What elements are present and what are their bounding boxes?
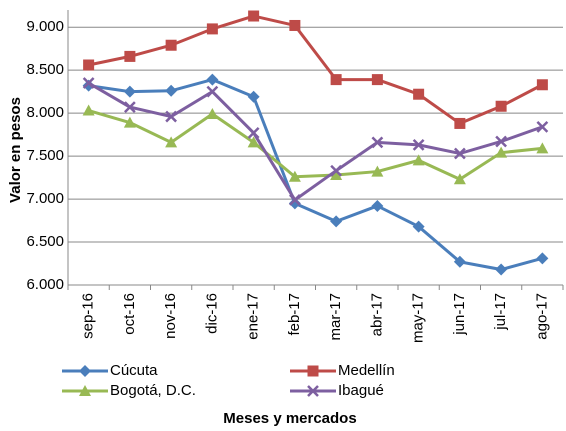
marker bbox=[453, 173, 466, 185]
marker bbox=[247, 136, 260, 148]
x-tick-label: sep-16 bbox=[80, 293, 97, 339]
marker bbox=[165, 136, 178, 148]
marker bbox=[289, 19, 301, 31]
y-tick-label: 8.500 bbox=[26, 61, 64, 78]
marker bbox=[330, 169, 343, 180]
y-tick-label: 6.000 bbox=[26, 276, 64, 293]
marker bbox=[536, 252, 549, 265]
marker bbox=[412, 154, 425, 166]
series-line bbox=[88, 78, 543, 272]
marker bbox=[536, 142, 549, 154]
marker bbox=[248, 10, 260, 22]
series-line bbox=[88, 109, 543, 182]
marker bbox=[371, 74, 383, 86]
x-tick-label: ago-17 bbox=[533, 293, 550, 340]
marker bbox=[307, 365, 319, 377]
marker bbox=[330, 164, 343, 177]
marker bbox=[247, 90, 260, 103]
marker bbox=[495, 135, 508, 148]
marker bbox=[371, 165, 384, 177]
marker bbox=[453, 255, 466, 268]
marker bbox=[412, 139, 425, 151]
marker bbox=[288, 170, 301, 182]
marker bbox=[536, 120, 549, 133]
x-axis-title: Meses y mercados bbox=[223, 410, 356, 427]
x-tick-label: mar-17 bbox=[327, 293, 344, 341]
legend-label: Medellín bbox=[338, 362, 395, 379]
marker bbox=[206, 85, 219, 98]
marker bbox=[165, 110, 178, 123]
x-tick-label: feb-17 bbox=[286, 293, 303, 336]
marker bbox=[495, 146, 508, 158]
marker bbox=[206, 23, 218, 35]
marker bbox=[206, 73, 219, 86]
legend-label: Bogotá, D.C. bbox=[110, 382, 196, 399]
marker bbox=[307, 385, 319, 397]
marker bbox=[82, 79, 95, 92]
y-tick-label: 7.500 bbox=[26, 147, 64, 164]
marker bbox=[165, 84, 178, 97]
x-tick-label: abr-17 bbox=[368, 293, 385, 336]
marker bbox=[206, 107, 219, 119]
marker bbox=[82, 77, 95, 89]
x-tick-label: ene-17 bbox=[245, 293, 262, 340]
y-axis-title: Valor en pesos bbox=[7, 97, 24, 203]
marker bbox=[123, 85, 136, 98]
marker bbox=[454, 117, 466, 129]
y-tick-label: 9.000 bbox=[26, 18, 64, 35]
x-tick-label: may-17 bbox=[410, 293, 427, 343]
marker bbox=[413, 88, 425, 100]
marker bbox=[288, 194, 301, 206]
series-line bbox=[87, 81, 543, 203]
marker bbox=[330, 215, 343, 228]
x-tick-label: jun-17 bbox=[451, 293, 468, 336]
legend-label: Cúcuta bbox=[110, 362, 158, 379]
y-tick-label: 7.000 bbox=[26, 190, 64, 207]
marker bbox=[536, 79, 548, 91]
marker bbox=[83, 59, 95, 71]
marker bbox=[495, 263, 508, 276]
marker bbox=[123, 116, 136, 128]
y-tick-label: 6.500 bbox=[26, 233, 64, 250]
marker bbox=[79, 385, 91, 396]
marker bbox=[412, 220, 425, 233]
marker bbox=[371, 136, 384, 149]
series-line bbox=[88, 14, 544, 126]
marker bbox=[124, 50, 136, 62]
x-tick-label: jul-17 bbox=[492, 293, 509, 331]
marker bbox=[288, 197, 301, 210]
marker bbox=[82, 104, 95, 116]
marker bbox=[371, 199, 384, 212]
marker bbox=[247, 127, 260, 139]
legend-label: Ibagué bbox=[338, 382, 384, 399]
marker bbox=[330, 74, 342, 86]
marker bbox=[453, 147, 466, 160]
marker bbox=[165, 39, 177, 51]
marker bbox=[123, 101, 136, 113]
x-tick-label: oct-16 bbox=[121, 293, 138, 335]
marker bbox=[79, 365, 91, 377]
x-tick-label: dic-16 bbox=[203, 293, 220, 334]
marker bbox=[495, 100, 507, 112]
x-tick-label: nov-16 bbox=[162, 293, 179, 339]
y-tick-label: 8.000 bbox=[26, 104, 64, 121]
